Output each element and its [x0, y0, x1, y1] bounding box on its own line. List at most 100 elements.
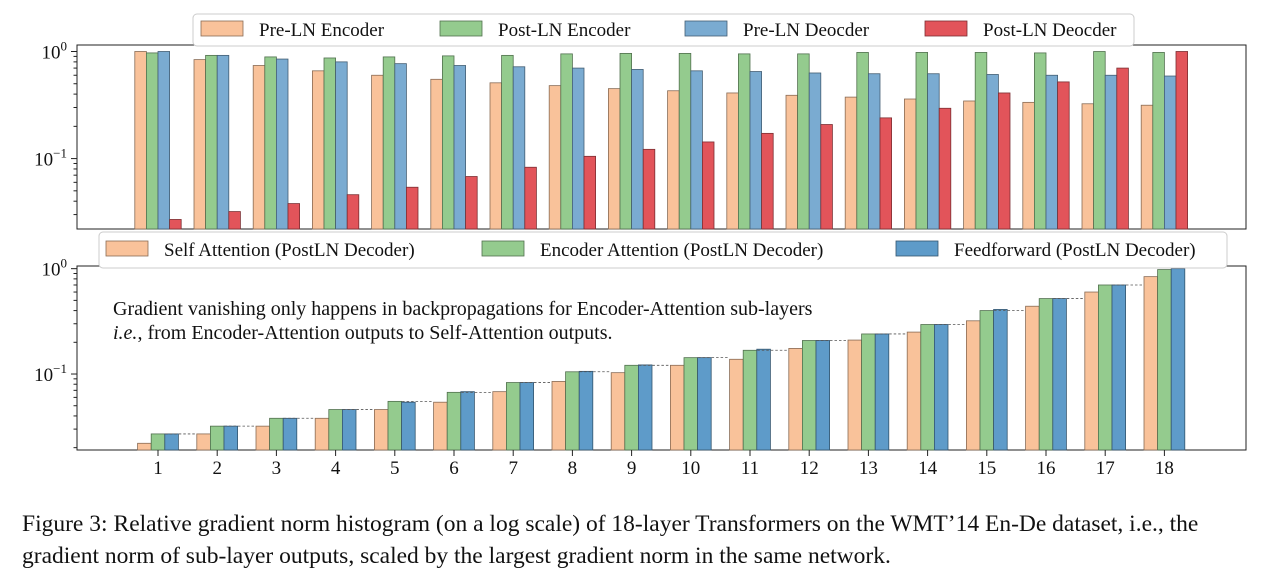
bar	[670, 364, 685, 451]
bar	[920, 324, 935, 451]
bar	[1157, 269, 1172, 451]
bar	[387, 400, 403, 451]
bar	[1093, 51, 1106, 230]
annotation-line-2-rest: , from Encoder-Attention outputs to Self…	[137, 322, 612, 344]
bar	[578, 370, 594, 451]
caption-text: Relative gradient norm histogram (on a l…	[22, 511, 1199, 569]
top-legend: Pre-LN Encoder Post-LN Encoder Pre-LN Deoc…	[192, 13, 1135, 47]
bar	[1034, 52, 1047, 230]
bar	[311, 70, 325, 230]
bar	[808, 72, 822, 230]
x-tick-label: 6	[449, 458, 459, 479]
bar	[874, 333, 890, 451]
bar	[264, 56, 277, 230]
bar	[205, 54, 218, 230]
bar	[560, 53, 573, 230]
bar	[335, 61, 348, 230]
bar	[1111, 284, 1127, 451]
bottom-legend: Self Attention (PostLN Decoder) Encoder A…	[98, 231, 1228, 269]
bar	[638, 364, 653, 451]
x-tick-label: 17	[1096, 458, 1115, 479]
bar	[512, 66, 526, 230]
legend-label: Encoder Attention (PostLN Decoder)	[540, 240, 823, 261]
bar	[1045, 74, 1059, 230]
x-tick-label: 12	[800, 458, 819, 479]
bar	[631, 69, 644, 230]
bar	[1025, 305, 1040, 451]
bar	[1140, 104, 1154, 230]
x-tick-label: 8	[568, 458, 578, 479]
bar	[346, 194, 360, 230]
bar	[756, 348, 771, 451]
x-tick-label: 10	[681, 458, 700, 479]
x-tick-label: 2	[212, 458, 222, 479]
bar	[405, 186, 419, 230]
legend-swatch	[924, 20, 968, 37]
top-y-axis: 100 10−1	[34, 38, 77, 216]
x-tick-label: 14	[918, 458, 938, 479]
bar	[524, 166, 537, 230]
x-tick-label: 5	[390, 458, 400, 479]
x-tick-label: 15	[977, 458, 996, 479]
bar	[702, 141, 715, 230]
legend-swatch	[481, 240, 525, 257]
bar	[453, 65, 467, 230]
bar	[934, 324, 949, 451]
bar	[915, 52, 929, 230]
bar	[1116, 67, 1129, 230]
bar	[785, 94, 799, 230]
bar	[966, 320, 981, 451]
bar	[986, 74, 999, 230]
bar	[252, 65, 266, 230]
legend-swatch	[200, 20, 244, 37]
figure-caption: Figure 3: Relative gradient norm histogra…	[22, 508, 1267, 572]
x-tick-label: 18	[1155, 458, 1174, 479]
bar	[137, 442, 152, 451]
bar	[465, 176, 478, 230]
bar	[209, 425, 225, 451]
bar	[820, 124, 833, 230]
bar	[382, 56, 396, 230]
bar	[844, 96, 858, 230]
bar	[797, 53, 810, 230]
x-tick-label: 4	[331, 458, 341, 479]
bottom-legend-box	[98, 231, 1228, 269]
bar	[223, 425, 239, 451]
bar	[430, 78, 443, 230]
bar	[1098, 284, 1113, 451]
bar	[446, 391, 462, 451]
bar	[610, 372, 626, 451]
bar	[1081, 103, 1095, 230]
bar	[441, 55, 455, 230]
bar	[683, 357, 699, 451]
annotation-ie: i.e.	[113, 322, 137, 344]
bar	[729, 358, 744, 451]
x-tick-label: 3	[272, 458, 282, 479]
bar	[371, 74, 384, 230]
bar	[1022, 101, 1035, 230]
bar	[856, 52, 869, 230]
bottom-plot-frame	[76, 265, 1247, 451]
legend-label: Post-LN Encoder	[498, 20, 631, 41]
bar	[505, 382, 521, 451]
bar	[861, 333, 876, 451]
bar	[551, 381, 567, 451]
bar	[868, 73, 881, 230]
x-tick-label: 16	[1037, 458, 1056, 479]
bar	[394, 63, 407, 230]
legend-swatch	[895, 240, 939, 257]
legend-swatch	[439, 20, 483, 37]
bar	[927, 73, 940, 230]
bar	[269, 417, 284, 451]
x-tick-label: 1	[153, 458, 163, 479]
bar	[583, 155, 597, 230]
bar	[1057, 81, 1070, 230]
bar	[815, 340, 831, 451]
bar	[519, 382, 535, 451]
bar	[979, 310, 995, 451]
bar	[1052, 298, 1067, 451]
bar	[287, 203, 301, 230]
bar	[1170, 268, 1186, 451]
